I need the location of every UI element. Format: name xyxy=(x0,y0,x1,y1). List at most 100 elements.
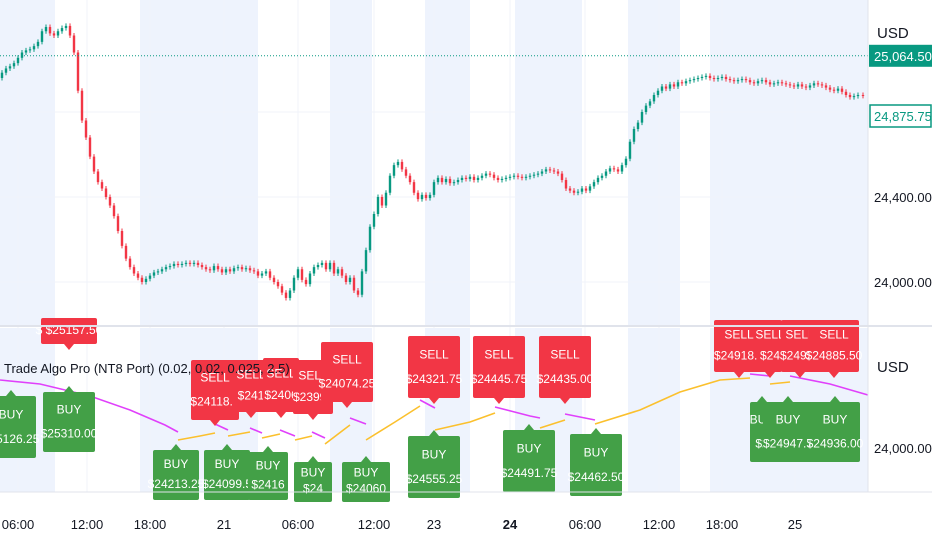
candle-body[interactable] xyxy=(508,176,512,178)
buy-signal-label[interactable]: BUY $24 xyxy=(294,456,332,502)
candle-body[interactable] xyxy=(488,173,492,175)
candle-body[interactable] xyxy=(656,90,660,95)
candle-body[interactable] xyxy=(604,171,608,176)
candle-body[interactable] xyxy=(88,137,92,157)
candle-body[interactable] xyxy=(188,262,192,264)
time-axis-label[interactable]: 06:00 xyxy=(282,517,315,532)
sar-line-bull[interactable] xyxy=(594,377,751,425)
candle-body[interactable] xyxy=(472,176,476,180)
candle-body[interactable] xyxy=(288,290,292,298)
candle-body[interactable] xyxy=(640,112,644,123)
sell-signal-label[interactable]: SELL $24118.5 xyxy=(190,360,240,426)
signal-box[interactable] xyxy=(41,318,97,344)
candle-body[interactable] xyxy=(24,50,28,53)
signal-box[interactable] xyxy=(204,450,250,500)
sar-line-bull[interactable] xyxy=(324,424,351,445)
candle-body[interactable] xyxy=(468,176,472,179)
candle-body[interactable] xyxy=(416,192,420,200)
candle-body[interactable] xyxy=(672,84,676,87)
candle-body[interactable] xyxy=(548,169,552,171)
sar-line-bear[interactable] xyxy=(0,379,179,433)
candle-body[interactable] xyxy=(424,194,428,199)
candle-body[interactable] xyxy=(324,262,328,270)
candle-body[interactable] xyxy=(48,27,52,34)
candle-body[interactable] xyxy=(752,82,756,84)
candle-body[interactable] xyxy=(28,49,32,51)
candle-body[interactable] xyxy=(760,80,764,82)
candle-body[interactable] xyxy=(104,188,108,198)
buy-signal-label[interactable]: BUY $24099.5 xyxy=(202,444,252,500)
candle-body[interactable] xyxy=(112,205,116,217)
candle-body[interactable] xyxy=(696,78,700,80)
candle-body[interactable] xyxy=(804,86,808,88)
sar-line-bear[interactable] xyxy=(349,417,367,425)
candle-body[interactable] xyxy=(292,277,296,291)
candle-body[interactable] xyxy=(848,95,852,98)
buy-signal-label[interactable]: BUY $2416 xyxy=(248,446,288,500)
candle-body[interactable] xyxy=(252,270,256,272)
last-price-label[interactable]: 25,064.50 xyxy=(874,49,932,64)
candle-body[interactable] xyxy=(240,267,244,270)
candle-body[interactable] xyxy=(388,175,392,193)
candle-body[interactable] xyxy=(428,194,432,199)
candle-body[interactable] xyxy=(12,63,16,67)
candle-body[interactable] xyxy=(344,275,348,282)
candle-body[interactable] xyxy=(792,85,796,87)
candle-body[interactable] xyxy=(580,188,584,192)
candle-body[interactable] xyxy=(8,66,12,69)
candle-body[interactable] xyxy=(464,177,468,179)
currency-label-main[interactable]: USD xyxy=(877,25,909,42)
candle-body[interactable] xyxy=(620,165,624,172)
candle-body[interactable] xyxy=(448,178,452,184)
candle-body[interactable] xyxy=(840,88,844,92)
signal-box[interactable] xyxy=(408,336,460,398)
candle-body[interactable] xyxy=(304,279,308,285)
candle-body[interactable] xyxy=(800,84,804,87)
candle-body[interactable] xyxy=(176,263,180,265)
close-price-badge[interactable] xyxy=(869,104,932,128)
candle-body[interactable] xyxy=(524,176,528,178)
candle-body[interactable] xyxy=(476,177,480,180)
candle-body[interactable] xyxy=(716,78,720,80)
candle-body[interactable] xyxy=(168,266,172,268)
signal-box[interactable] xyxy=(0,396,36,458)
candle-body[interactable] xyxy=(664,86,668,89)
candle-body[interactable] xyxy=(852,96,856,98)
buy-signal-label[interactable]: BUY $24555.25 xyxy=(406,430,463,498)
candle-body[interactable] xyxy=(360,271,364,295)
candle-body[interactable] xyxy=(584,188,588,191)
sell-signal-label[interactable]: SELL $24321.75 xyxy=(406,336,463,404)
price-axes[interactable]: USD USD 24,000.0024,400.0024,800.0025,06… xyxy=(0,0,932,492)
candle-body[interactable] xyxy=(628,141,632,159)
candle-body[interactable] xyxy=(444,178,448,183)
sell-signal-label[interactable]: SELL $24885.50 xyxy=(806,320,863,378)
candle-body[interactable] xyxy=(772,83,776,85)
candle-body[interactable] xyxy=(200,265,204,268)
candle-body[interactable] xyxy=(256,271,260,276)
signal-box[interactable] xyxy=(43,392,95,452)
sar-line-bull[interactable] xyxy=(769,381,791,385)
sell-signal-label[interactable]: SELL $24435.00 xyxy=(537,336,594,404)
buy-signal-label[interactable]: BUY $24947.7 xyxy=(763,396,813,462)
candle-body[interactable] xyxy=(60,28,64,32)
candle-body[interactable] xyxy=(568,188,572,191)
candle-body[interactable] xyxy=(268,271,272,278)
time-axis[interactable]: 06:00 12:00 18:00 21 06:00 12:00 23 24 06:00 12:0… xyxy=(0,491,932,532)
candle-body[interactable] xyxy=(700,76,704,78)
sar-line-bull[interactable] xyxy=(294,435,313,441)
candle-body[interactable] xyxy=(136,273,140,278)
candle-body[interactable] xyxy=(272,277,276,282)
candle-body[interactable] xyxy=(316,265,320,268)
candle-body[interactable] xyxy=(824,85,828,88)
signal-labels[interactable]: $ $25157.50BUY$25126.25BUY$25310.00SELL$… xyxy=(0,318,864,502)
candle-body[interactable] xyxy=(76,52,80,91)
signal-box[interactable] xyxy=(263,358,299,412)
candle-body[interactable] xyxy=(732,80,736,82)
candle-body[interactable] xyxy=(152,272,156,276)
candle-body[interactable] xyxy=(364,250,368,272)
candle-body[interactable] xyxy=(264,271,268,274)
candle-body[interactable] xyxy=(536,173,540,175)
buy-signal-label[interactable]: BUY $24491.75 xyxy=(501,424,558,492)
candle-body[interactable] xyxy=(764,80,768,83)
candle-body[interactable] xyxy=(812,83,816,86)
